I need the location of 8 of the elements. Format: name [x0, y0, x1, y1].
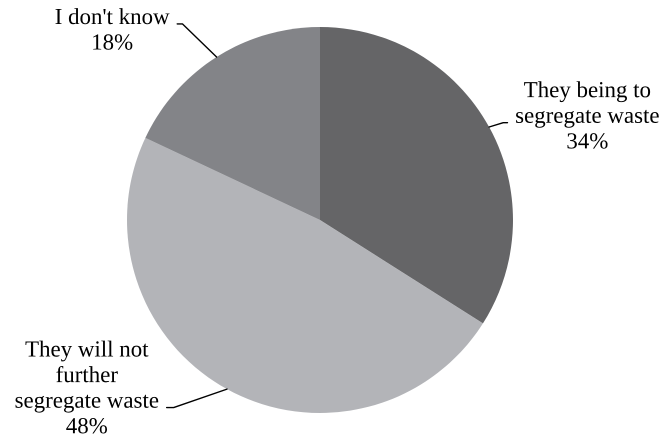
- slice-label: They will not further segregate waste: [16, 340, 158, 413]
- slice-label: I don't know: [56, 8, 170, 24]
- pie-slice: [320, 27, 513, 324]
- data-label: 18%: [93, 34, 132, 50]
- pie-slice: [145, 27, 320, 220]
- data-label: 48%: [66, 418, 108, 434]
- slice-label: They being to segregate waste: [516, 81, 659, 128]
- data-label: 34%: [567, 133, 608, 149]
